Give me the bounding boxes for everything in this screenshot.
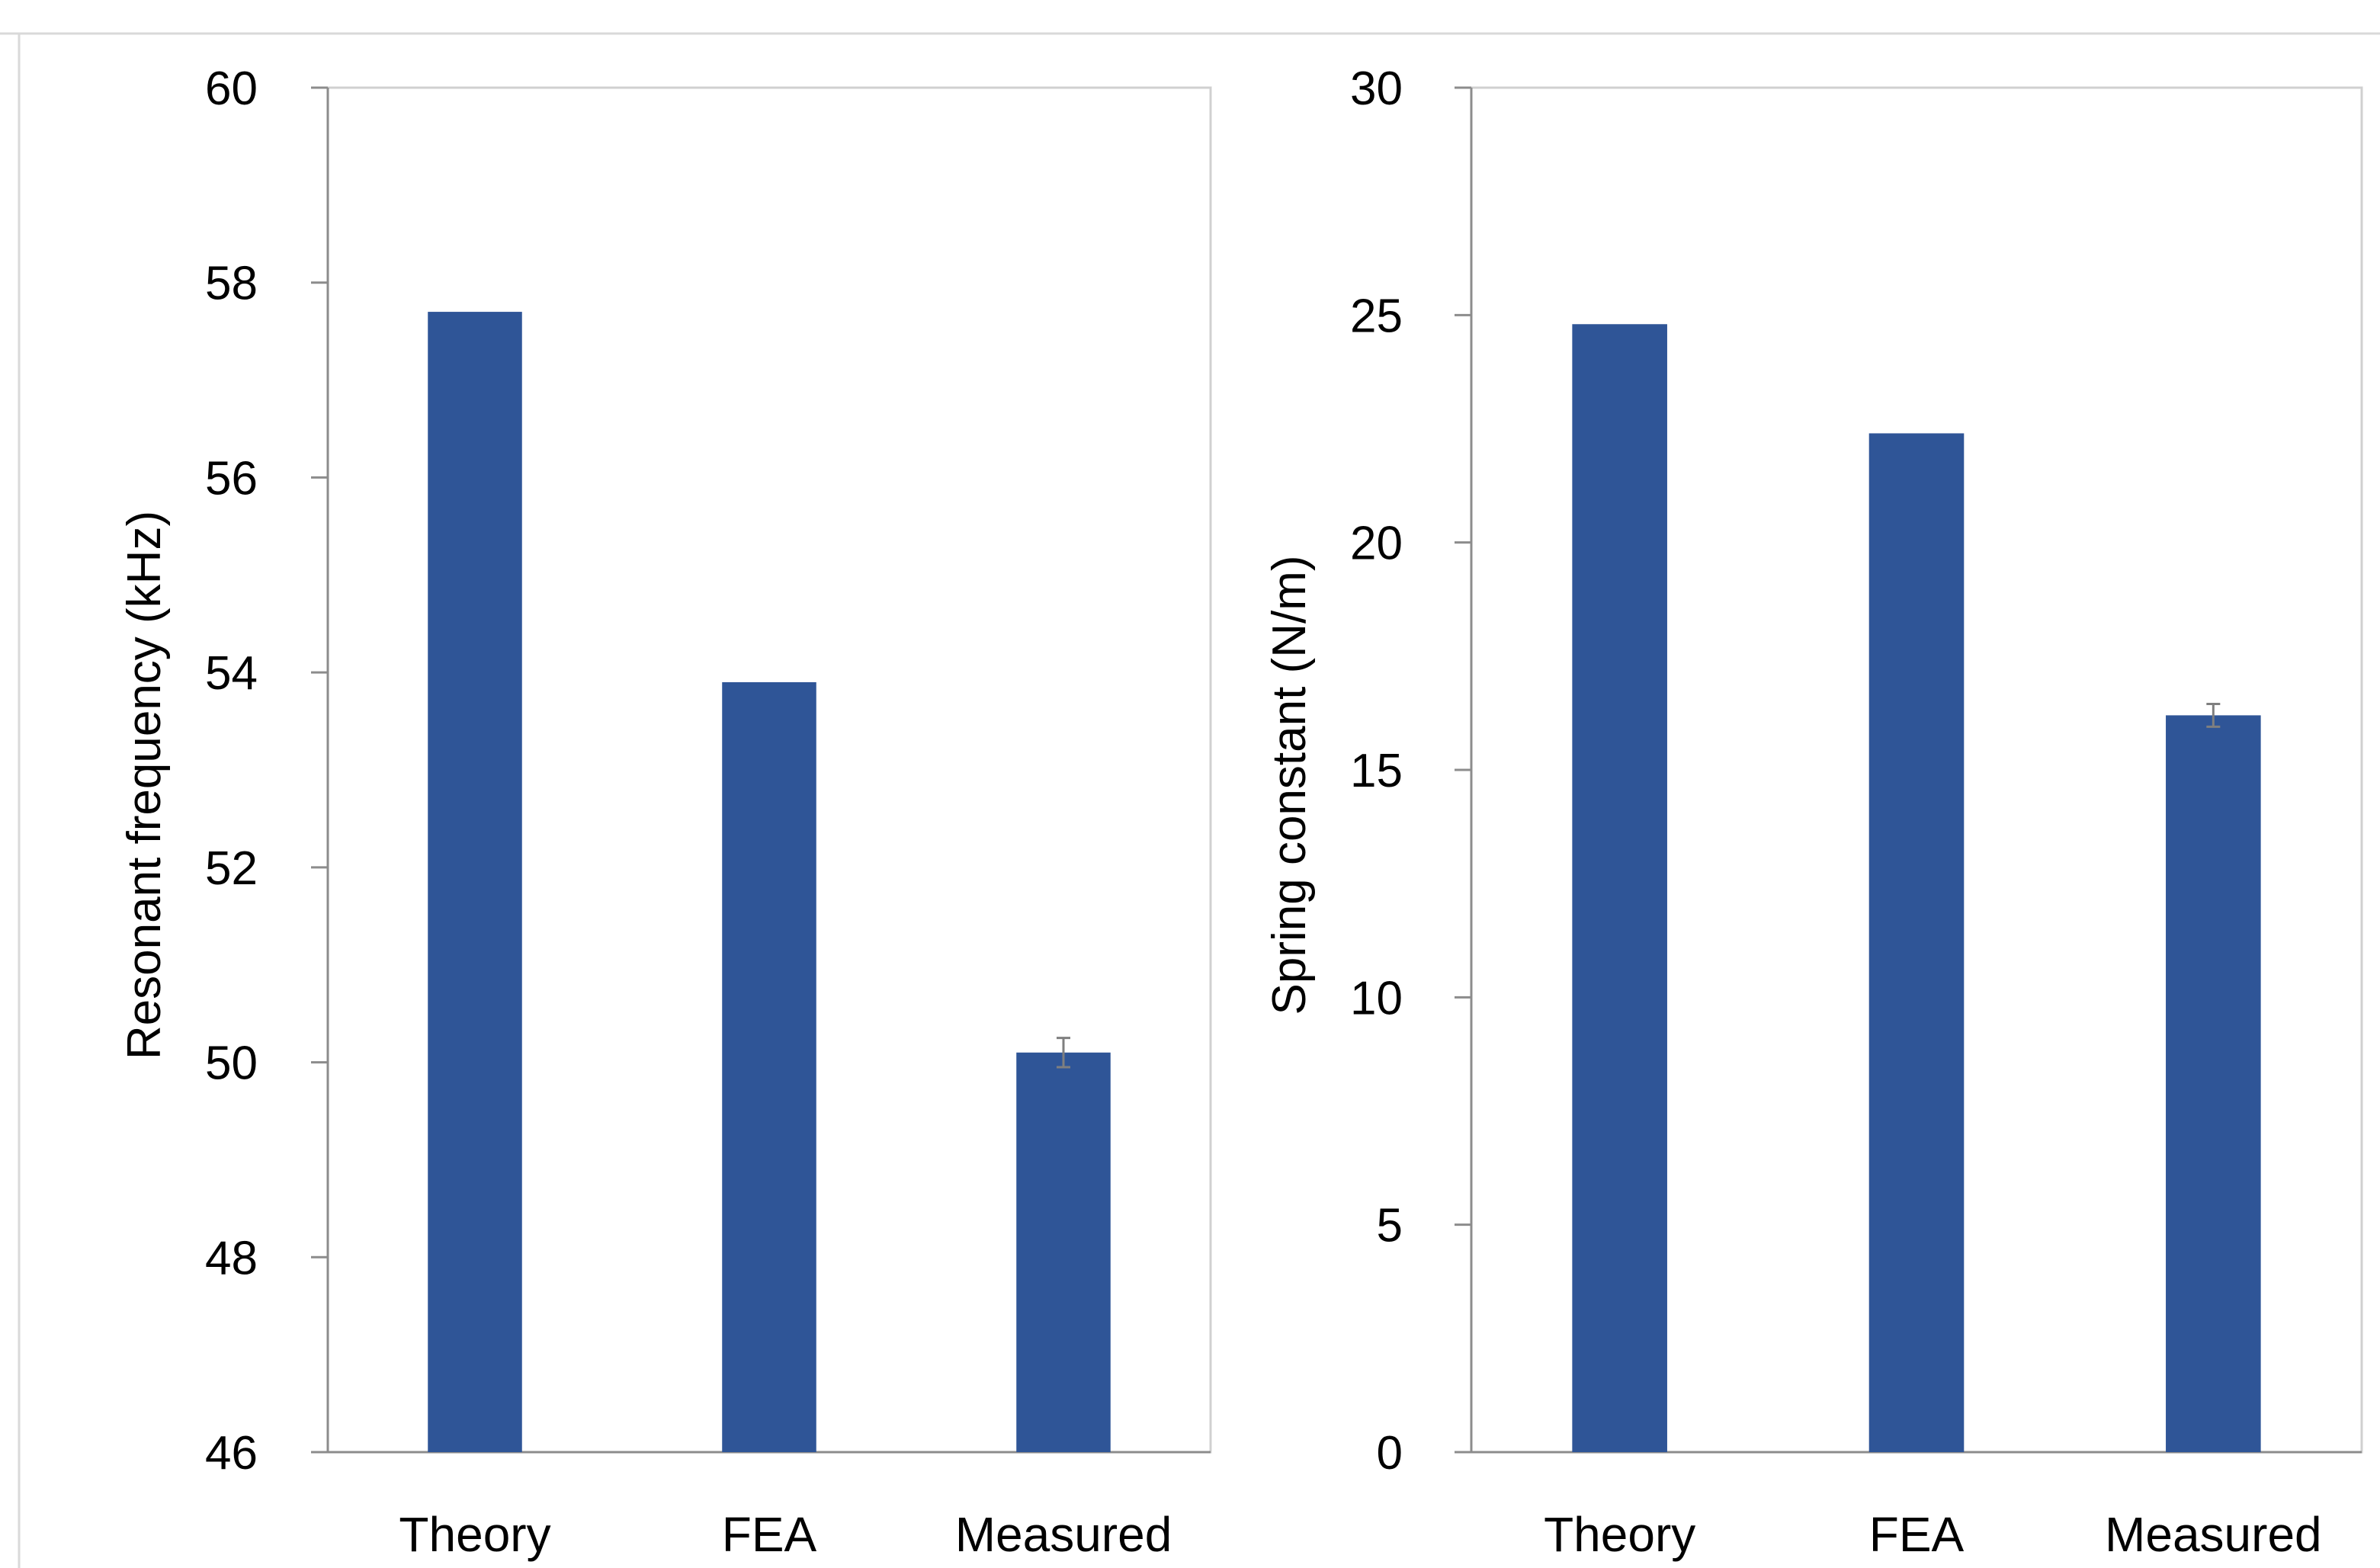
resonant-frequency-y-tick-label: 60 [205, 63, 258, 115]
resonant-frequency-bar-measured [1016, 1052, 1111, 1452]
resonant-frequency-bar-fea [722, 681, 816, 1452]
resonant-frequency-y-axis-label: Resonant frequency (kHz) [118, 511, 171, 1060]
spring-constant-category-label: Theory [1544, 1507, 1695, 1562]
resonant-frequency-y-tick-label: 48 [205, 1232, 258, 1284]
spring-constant-chart: 0 5 10 15 20 25 30 Spring constant (N/m) Theory F… [1263, 63, 2363, 1562]
spring-constant-y-axis-label: Spring constant (N/m) [1263, 556, 1316, 1015]
resonant-frequency-chart: 46 48 50 52 54 56 58 60 Resonant frequency (kHz)… [118, 63, 1212, 1562]
resonant-frequency-bar-theory [428, 312, 522, 1453]
spring-constant-bar-measured [2166, 715, 2261, 1452]
resonant-frequency-category-label: FEA [722, 1507, 817, 1562]
spring-constant-y-tick-label: 10 [1350, 972, 1403, 1024]
spring-constant-y-tick-label: 20 [1350, 518, 1403, 570]
spring-constant-category-label: FEA [1869, 1507, 1965, 1562]
resonant-frequency-y-tick-label: 46 [205, 1427, 258, 1480]
spring-constant-y-tick-label: 5 [1377, 1200, 1403, 1252]
spring-constant-y-tick-label: 0 [1377, 1427, 1403, 1480]
spring-constant-bar-theory [1572, 324, 1667, 1453]
spring-constant-y-tick-label: 30 [1350, 63, 1403, 115]
resonant-frequency-y-tick-label: 58 [205, 258, 258, 310]
resonant-frequency-y-tick-label: 50 [205, 1037, 258, 1090]
resonant-frequency-y-tick-label: 52 [205, 842, 258, 895]
resonant-frequency-category-label: Measured [955, 1507, 1172, 1562]
resonant-frequency-y-tick-label: 54 [205, 647, 258, 700]
resonant-frequency-y-tick-label: 56 [205, 452, 258, 505]
spring-constant-y-tick-label: 25 [1350, 290, 1403, 342]
spring-constant-y-tick-label: 15 [1350, 745, 1403, 797]
spring-constant-bar-fea [1868, 433, 1965, 1452]
spring-constant-category-label: Measured [2105, 1507, 2322, 1562]
resonant-frequency-category-label: Theory [399, 1507, 550, 1562]
